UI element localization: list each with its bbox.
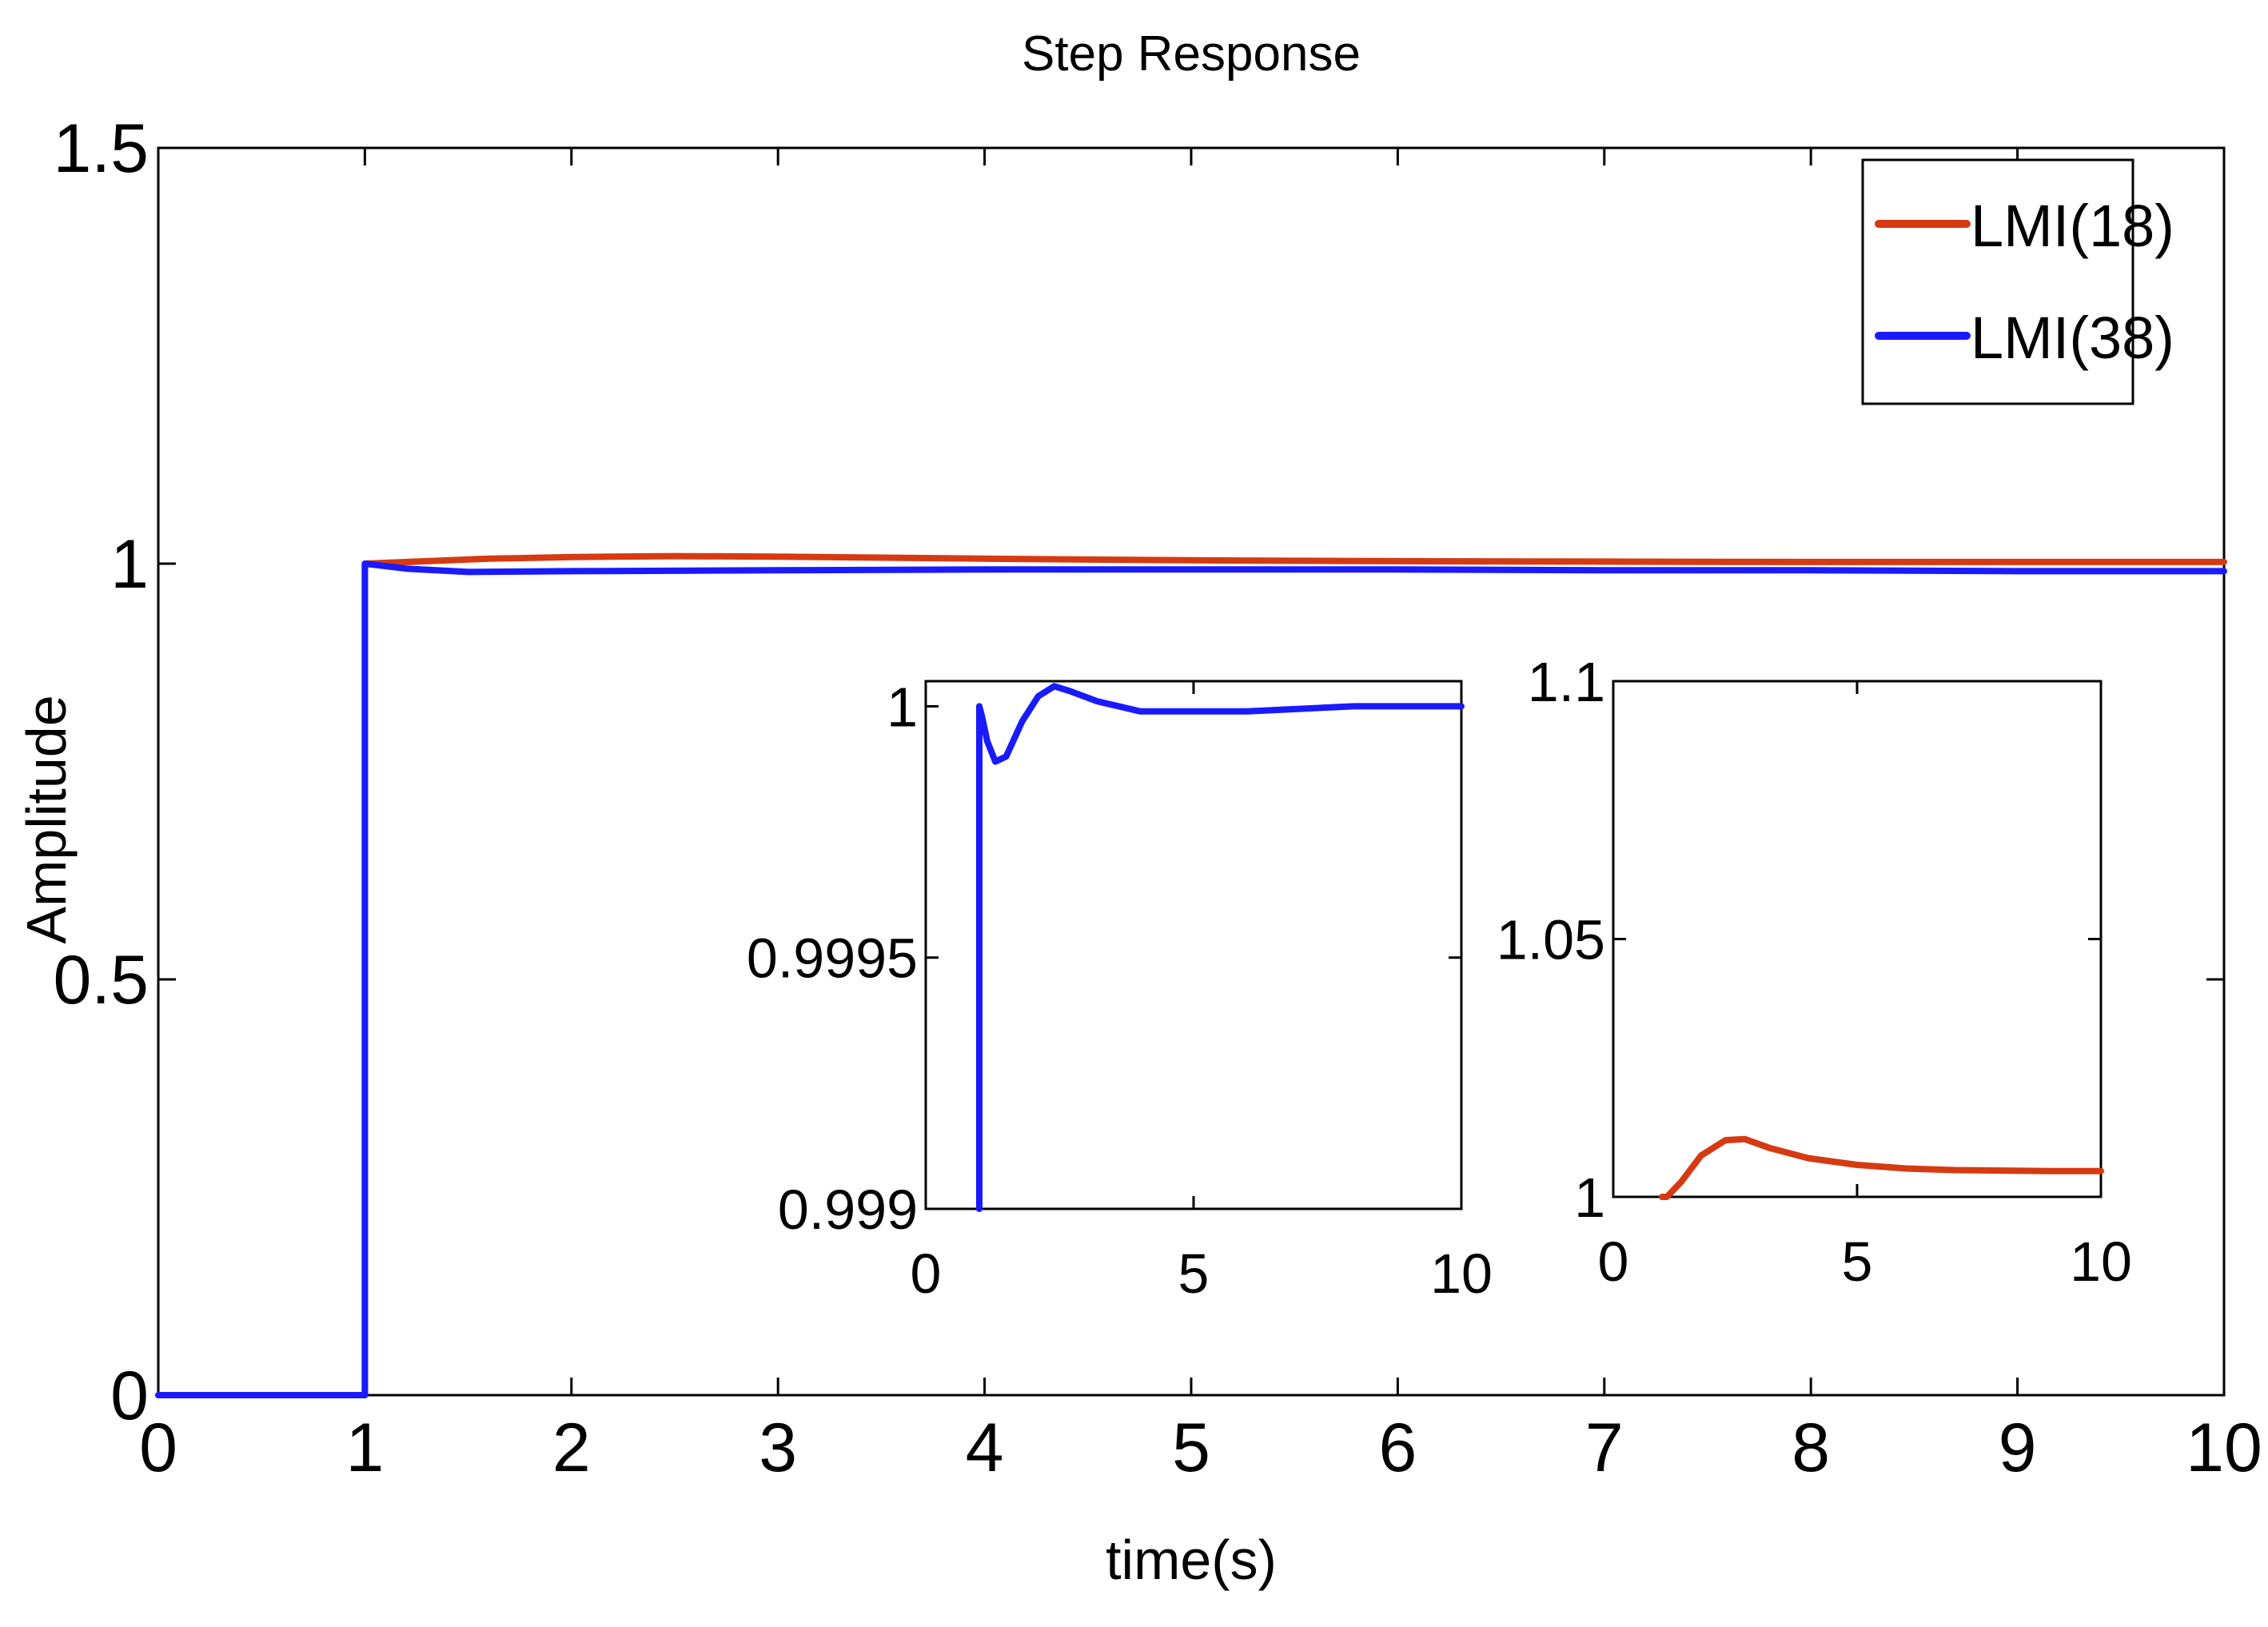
inset-0-y-tick-label-0: 0.999: [778, 1178, 918, 1241]
x-axis-label: time(s): [1106, 1529, 1277, 1591]
x-tick-label-1: 1: [345, 1410, 384, 1486]
series-line-lmi38: [155, 560, 2227, 1398]
x-tick-label-7: 7: [1585, 1410, 1624, 1486]
x-tick-label-0: 0: [139, 1410, 177, 1486]
inset-0-frame: [924, 680, 1463, 1210]
chart-title: Step Response: [1022, 26, 1361, 82]
inset-1-y-tick-label-2: 1.1: [1528, 651, 1605, 713]
x-tick-label-3: 3: [759, 1410, 797, 1486]
y-axis-label: Amplitude: [15, 695, 78, 943]
inset-0-x-tick-label-0: 0: [911, 1242, 942, 1305]
legend-label-1: LMI(38): [1971, 305, 2174, 371]
inset-0-x-tick-label-1: 5: [1178, 1242, 1210, 1305]
x-tick-label-9: 9: [1999, 1410, 2037, 1486]
x-tick-label-6: 6: [1378, 1410, 1417, 1486]
x-tick-label-5: 5: [1172, 1410, 1210, 1486]
x-tick-label-4: 4: [966, 1410, 1004, 1486]
inset-1-x-tick-label-2: 10: [2070, 1230, 2132, 1293]
inset-0-series-line: [976, 683, 1465, 1212]
x-tick-label-10: 10: [2186, 1410, 2262, 1486]
inset-1-y-tick-label-1: 1.05: [1497, 909, 1605, 971]
y-tick-label-0: 0: [110, 1358, 149, 1434]
legend-box: [1861, 158, 2134, 405]
y-tick-label-1: 0.5: [53, 942, 149, 1019]
inset-0-y-tick-label-2: 1: [887, 676, 918, 738]
inset-1-x-tick-label-1: 5: [1842, 1230, 1873, 1293]
inset-1-series-line: [1659, 1135, 2104, 1200]
series-line-lmi18: [155, 552, 2227, 1398]
y-tick-label-3: 1.5: [53, 110, 149, 187]
inset-1-frame: [1612, 680, 2103, 1198]
legend-label-0: LMI(18): [1971, 193, 2174, 259]
y-tick-label-2: 1: [110, 526, 149, 603]
x-tick-label-8: 8: [1792, 1410, 1830, 1486]
inset-1-y-tick-label-0: 1: [1574, 1166, 1605, 1229]
inset-0-y-tick-label-1: 0.9995: [747, 927, 918, 990]
inset-1-x-tick-label-0: 0: [1598, 1230, 1629, 1293]
x-tick-label-2: 2: [552, 1410, 591, 1486]
inset-0-x-tick-label-2: 10: [1430, 1242, 1493, 1305]
